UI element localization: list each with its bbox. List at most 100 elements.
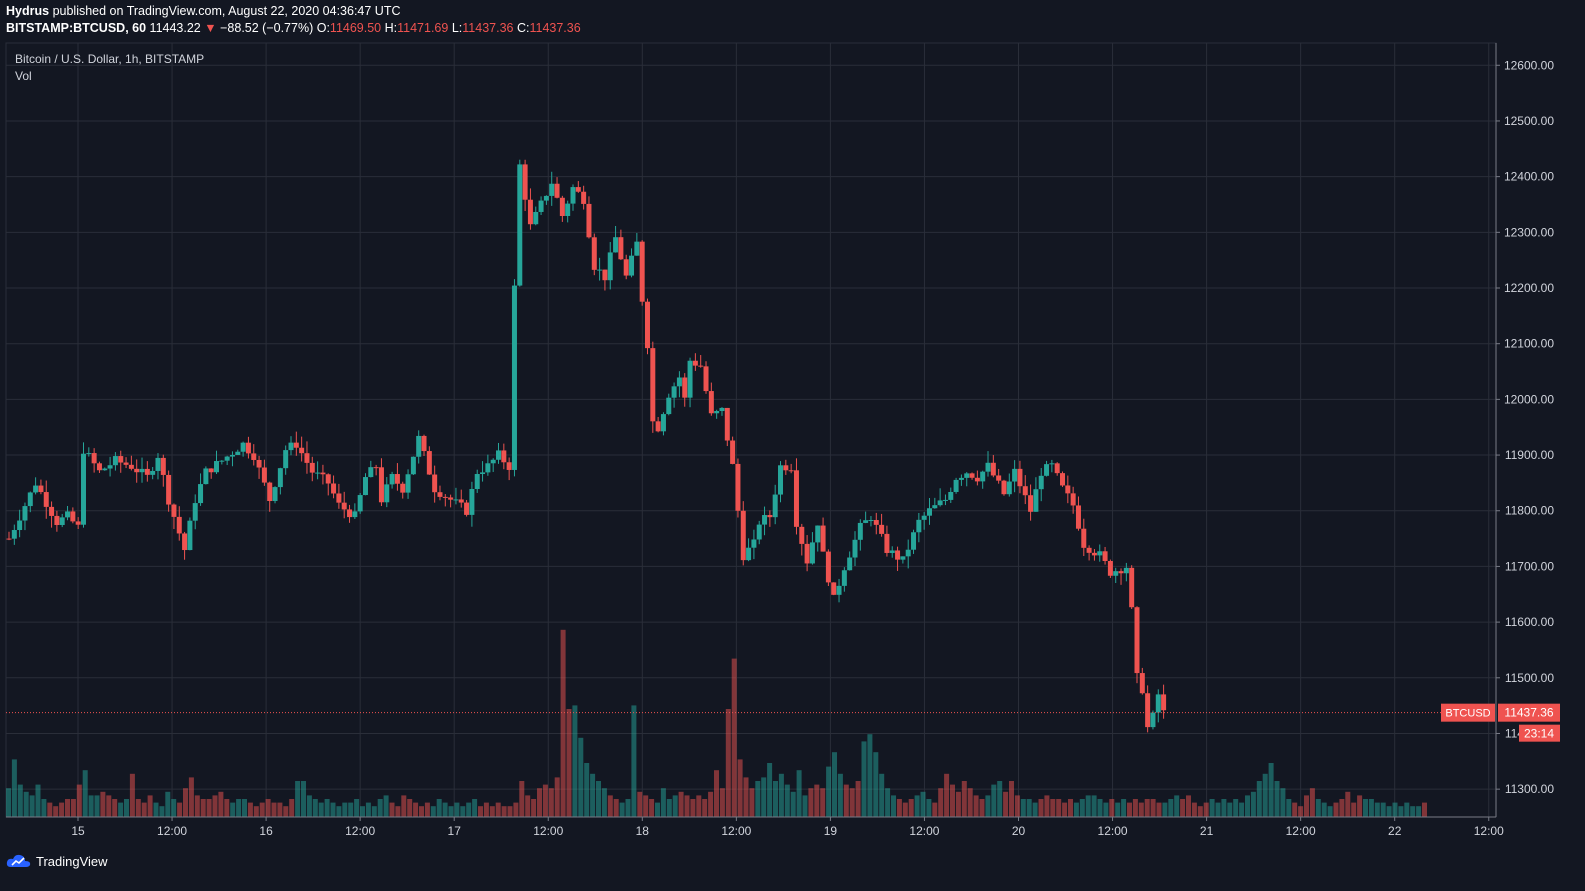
volume-bar — [1368, 799, 1374, 817]
candle-body — [1070, 493, 1076, 506]
price-axis[interactable]: 11300.0011400.0011500.0011600.0011700.00… — [1495, 43, 1554, 817]
candle — [538, 196, 544, 216]
candle-body — [714, 411, 720, 414]
candle-body — [38, 485, 44, 493]
time-axis[interactable]: 15 12:00 16 12:00 17 12:00 18 12:00 19 12:00 20 12:… — [6, 816, 1504, 838]
candle-body — [65, 511, 71, 518]
volume-bar — [135, 799, 141, 817]
candle — [841, 567, 847, 592]
candles[interactable] — [6, 159, 1167, 733]
volume-bar — [1292, 802, 1298, 817]
volume-bar — [643, 795, 649, 817]
volume-bar — [843, 784, 849, 817]
candle-body — [43, 492, 49, 507]
candle — [1097, 544, 1103, 562]
candle — [91, 448, 97, 473]
candle — [511, 279, 517, 477]
candle — [501, 443, 507, 470]
candle — [1022, 475, 1028, 505]
volume-bar — [188, 777, 194, 817]
candle-body — [1091, 552, 1097, 556]
volume-bar — [1392, 802, 1398, 817]
candle-body — [474, 474, 480, 490]
candle — [1070, 486, 1076, 514]
candle-body — [448, 497, 454, 500]
candle-body — [639, 241, 645, 302]
volume-bars — [6, 629, 1427, 817]
y-tick-label: 12000.00 — [1504, 392, 1554, 406]
volume-bar — [53, 806, 59, 817]
candle — [676, 371, 682, 398]
candle — [245, 436, 251, 459]
candle — [49, 501, 55, 528]
volume-bar — [885, 788, 891, 817]
candle — [373, 464, 379, 476]
candle-body — [1107, 560, 1113, 576]
volume-bar — [1038, 799, 1044, 817]
volume-bar — [1422, 802, 1427, 817]
candle-body — [527, 199, 533, 225]
candle — [1145, 685, 1151, 733]
volume-bar — [1221, 799, 1227, 817]
volume-bar — [607, 795, 613, 817]
candle — [1017, 460, 1023, 494]
volume-bar — [1109, 799, 1115, 817]
candle-body — [815, 525, 821, 543]
volume-bar — [1103, 802, 1109, 817]
candle — [607, 242, 613, 290]
candle-body — [948, 491, 954, 500]
candle — [565, 200, 571, 223]
candle — [1065, 475, 1071, 504]
candle-body — [522, 164, 528, 200]
volume-bar — [230, 802, 236, 817]
candle — [331, 475, 337, 499]
volume-bar — [401, 795, 407, 817]
candle-body — [953, 479, 959, 492]
candle-body — [331, 483, 337, 494]
volume-bar — [1079, 799, 1085, 817]
candle — [304, 441, 310, 474]
candle — [756, 520, 762, 545]
volume-bar — [466, 802, 472, 817]
volume-bar — [1127, 802, 1132, 817]
volume-bar — [200, 799, 206, 817]
volume-bar — [265, 799, 271, 817]
candle — [251, 444, 257, 466]
candle-body — [283, 450, 289, 469]
candle-body — [937, 500, 943, 506]
volume-bar — [41, 799, 47, 817]
candle-body — [261, 467, 267, 483]
candle-body — [650, 348, 656, 422]
tradingview-logo[interactable]: TradingView — [6, 853, 108, 869]
x-tick-label: 20 — [1012, 824, 1026, 838]
candle-body — [1102, 551, 1108, 561]
candle — [474, 469, 480, 493]
candle-body — [240, 442, 246, 452]
candle-body — [458, 499, 464, 503]
candle-body — [974, 477, 980, 482]
candle-body — [171, 504, 177, 517]
volume-bar — [159, 806, 165, 817]
candle — [613, 225, 619, 253]
volume-bar — [601, 788, 607, 817]
candle — [65, 505, 71, 521]
candle — [432, 465, 438, 503]
candle-body — [362, 477, 368, 496]
candle-body — [932, 505, 938, 509]
volume-bar — [88, 795, 94, 817]
volume-bar — [342, 802, 348, 817]
candle — [1091, 549, 1097, 561]
candle-body — [1060, 473, 1066, 486]
candle — [1028, 484, 1034, 521]
volume-bar — [660, 788, 666, 817]
candle — [17, 509, 23, 538]
candle — [964, 472, 970, 487]
volume-bar — [59, 802, 65, 817]
candle — [299, 436, 305, 462]
candle — [788, 463, 794, 474]
candle-body — [22, 506, 28, 521]
volume-bar — [283, 806, 289, 817]
candle — [1113, 567, 1119, 584]
candle — [746, 538, 752, 562]
